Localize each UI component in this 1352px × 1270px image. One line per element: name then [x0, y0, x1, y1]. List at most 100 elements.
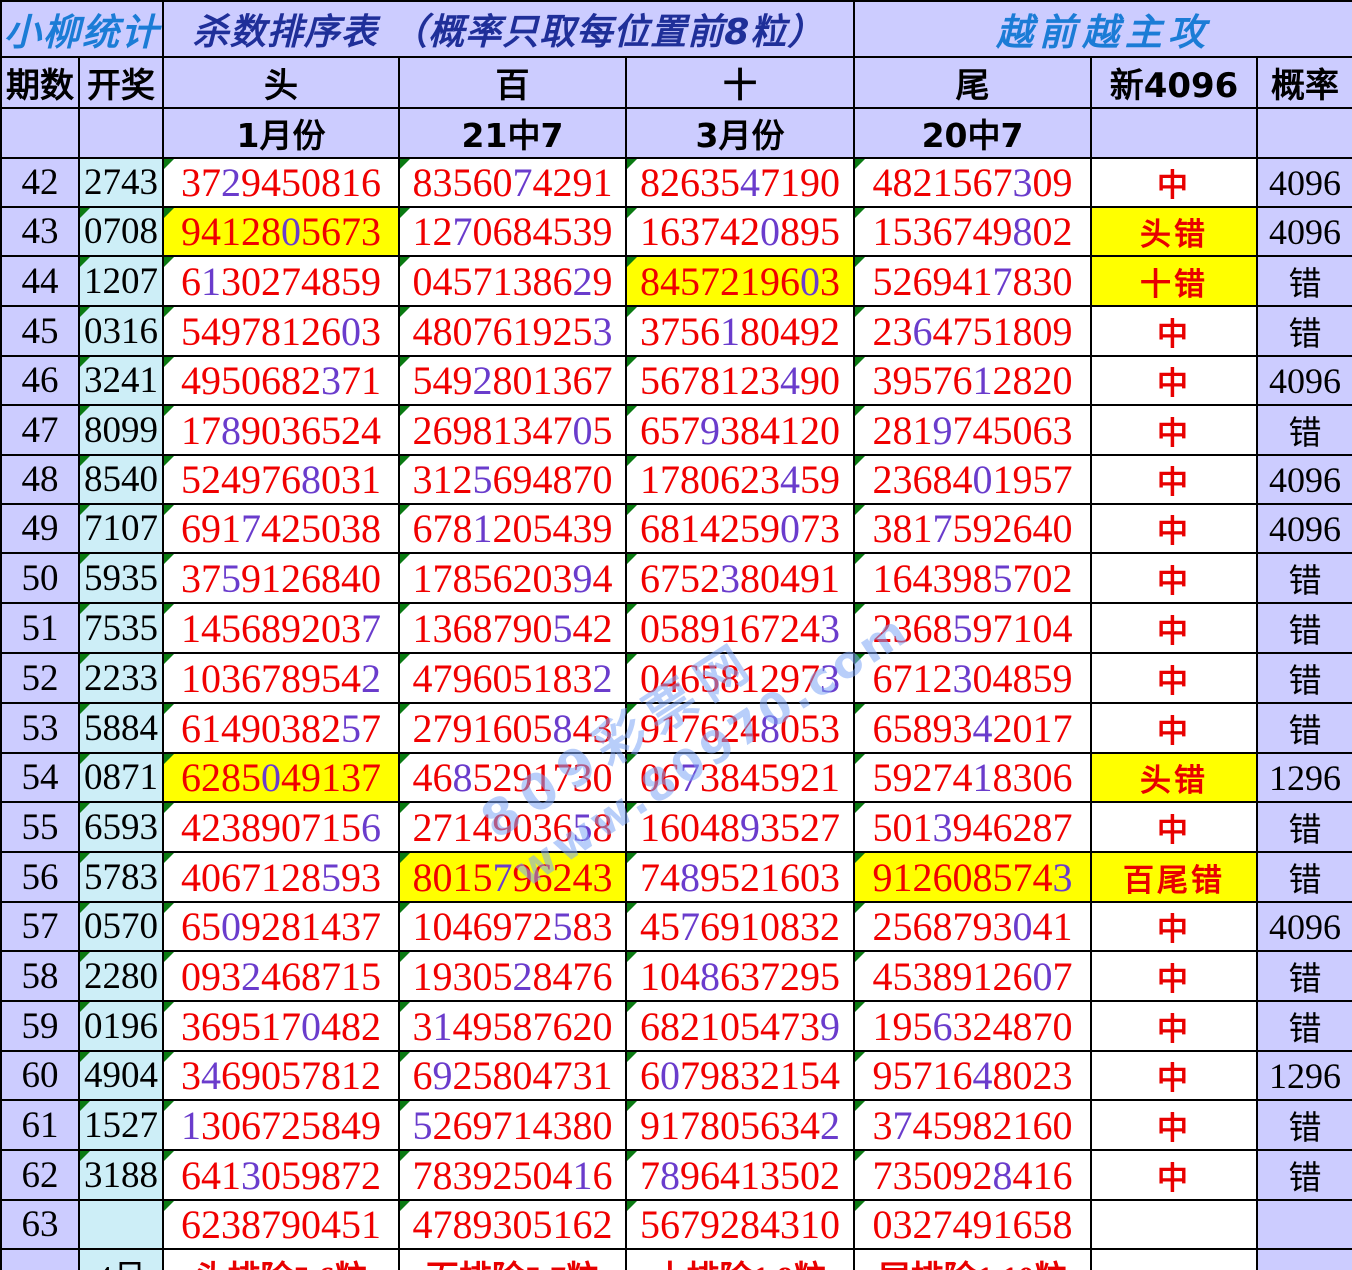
cell-exclude-ten: 十排除1.9粒: [624, 1248, 856, 1270]
digit: 6: [321, 308, 341, 354]
digit: 2: [760, 1053, 781, 1098]
digit: 2: [1032, 358, 1053, 403]
digit: 7: [1052, 705, 1073, 751]
cell-seq-head: 6509281437: [162, 901, 400, 952]
digit: 7: [241, 854, 261, 900]
digit: 1: [181, 407, 201, 453]
digit: 4: [932, 308, 953, 354]
winning-digit: 0: [261, 755, 281, 800]
digit: 9: [221, 308, 241, 354]
digit: 9: [532, 308, 553, 354]
cell-seq-head: 0932468715: [162, 950, 400, 1002]
digit: 1: [361, 457, 381, 502]
digit: 1: [341, 953, 361, 999]
digit: 2: [552, 854, 573, 900]
cell-prob: 错: [1256, 602, 1352, 654]
digit: 7: [261, 1202, 281, 1247]
digit: 6: [452, 605, 473, 651]
cell-seq-tail: 6712304859: [853, 652, 1093, 704]
digit: 9: [472, 1003, 493, 1049]
cell-result: 中: [1090, 305, 1259, 357]
digit: 8: [680, 457, 701, 502]
digit: 5: [341, 1202, 361, 1247]
digit: 4: [640, 904, 661, 949]
digit: 8: [321, 258, 341, 304]
cell-result: 十错: [1090, 255, 1259, 307]
cell-period: [0, 1248, 80, 1270]
digit: 3: [552, 358, 573, 403]
digit: 9: [452, 705, 473, 751]
cell-period: 45: [0, 305, 80, 357]
digit: 5: [301, 506, 321, 551]
digit: 5: [780, 804, 801, 850]
digit: 2: [912, 854, 933, 900]
digit: 2: [452, 1053, 473, 1098]
digit: 3: [740, 1053, 761, 1098]
digit: 5: [892, 209, 913, 254]
cell-seq-ten: 5678123490: [624, 355, 856, 406]
april-summary-row: 4月头排除5.6粒百排除5.7粒十排除1.9粒尾排除1.10粒: [0, 1248, 1352, 1270]
digit: 7: [1032, 1003, 1053, 1049]
digit: 6: [780, 258, 801, 304]
digit: 4: [700, 506, 721, 551]
digit: 3: [181, 1003, 201, 1049]
digit: 1: [532, 358, 553, 403]
cell-seq-hundred: 5492801367: [398, 355, 627, 406]
digit: 9: [241, 407, 261, 453]
digit: 6: [700, 308, 721, 354]
digit: 0: [640, 755, 661, 800]
subheader-bai-score: 21中7: [398, 107, 627, 159]
cell-seq-tail: 2568793041: [853, 901, 1093, 952]
digit: 5: [640, 1202, 661, 1247]
cell-period: 63: [0, 1199, 80, 1250]
digit: 9: [492, 804, 513, 850]
winning-digit: 7: [512, 160, 533, 205]
digit: 0: [760, 904, 781, 949]
winning-digit: 5: [321, 854, 341, 900]
winning-digit: 3: [720, 555, 741, 601]
cell-seq-tail: 0327491658: [853, 1199, 1093, 1250]
cell-seq-ten: 6079832154: [624, 1050, 856, 1101]
cell-draw: 0708: [78, 206, 164, 257]
digit: 3: [552, 555, 573, 601]
cell-prob: [1256, 1248, 1352, 1270]
digit: 5: [512, 1152, 533, 1198]
cell-prob: 4096: [1256, 157, 1352, 208]
cell-prob: 错: [1256, 305, 1352, 357]
digit: 6: [912, 457, 933, 502]
digit: 0: [261, 407, 281, 453]
digit: 8: [221, 755, 241, 800]
digit: 7: [361, 705, 381, 751]
digit: 2: [1012, 804, 1033, 850]
digit: 0: [800, 854, 821, 900]
digit: 0: [872, 1202, 893, 1247]
cell-prob: 错: [1256, 1000, 1352, 1052]
cell-period: 49: [0, 503, 80, 554]
digit: 8: [592, 804, 613, 850]
digit: 4: [321, 1202, 341, 1247]
digit: 2: [301, 308, 321, 354]
digit: 7: [760, 160, 781, 205]
cell-seq-ten: 0673845921: [624, 752, 856, 803]
digit: 8: [1012, 358, 1033, 403]
winning-digit: 9: [700, 407, 721, 453]
digit: 2: [720, 258, 741, 304]
digit: 5: [552, 209, 573, 254]
digit: 6: [181, 1152, 201, 1198]
digit: 1: [321, 755, 341, 800]
digit: 8: [740, 1202, 761, 1247]
title-row: 小柳统计 杀数排序表 （概率只取每位置前8粒） 越前越主攻: [0, 0, 1352, 58]
cell-period: 54: [0, 752, 80, 803]
digit: 3: [572, 506, 593, 551]
digit: 3: [912, 953, 933, 999]
digit: 8: [572, 904, 593, 949]
cell-result: 中: [1090, 157, 1259, 208]
digit: 3: [221, 655, 241, 701]
table-row: 42 2743 3729450816 8356074291 8263547190 4821…: [0, 157, 1352, 208]
digit: 2: [992, 705, 1013, 751]
digit: 6: [492, 555, 513, 601]
digit: 5: [281, 160, 301, 205]
cell-result: [1090, 1199, 1259, 1250]
cell-result: 中: [1090, 503, 1259, 554]
digit: 4: [181, 804, 201, 850]
